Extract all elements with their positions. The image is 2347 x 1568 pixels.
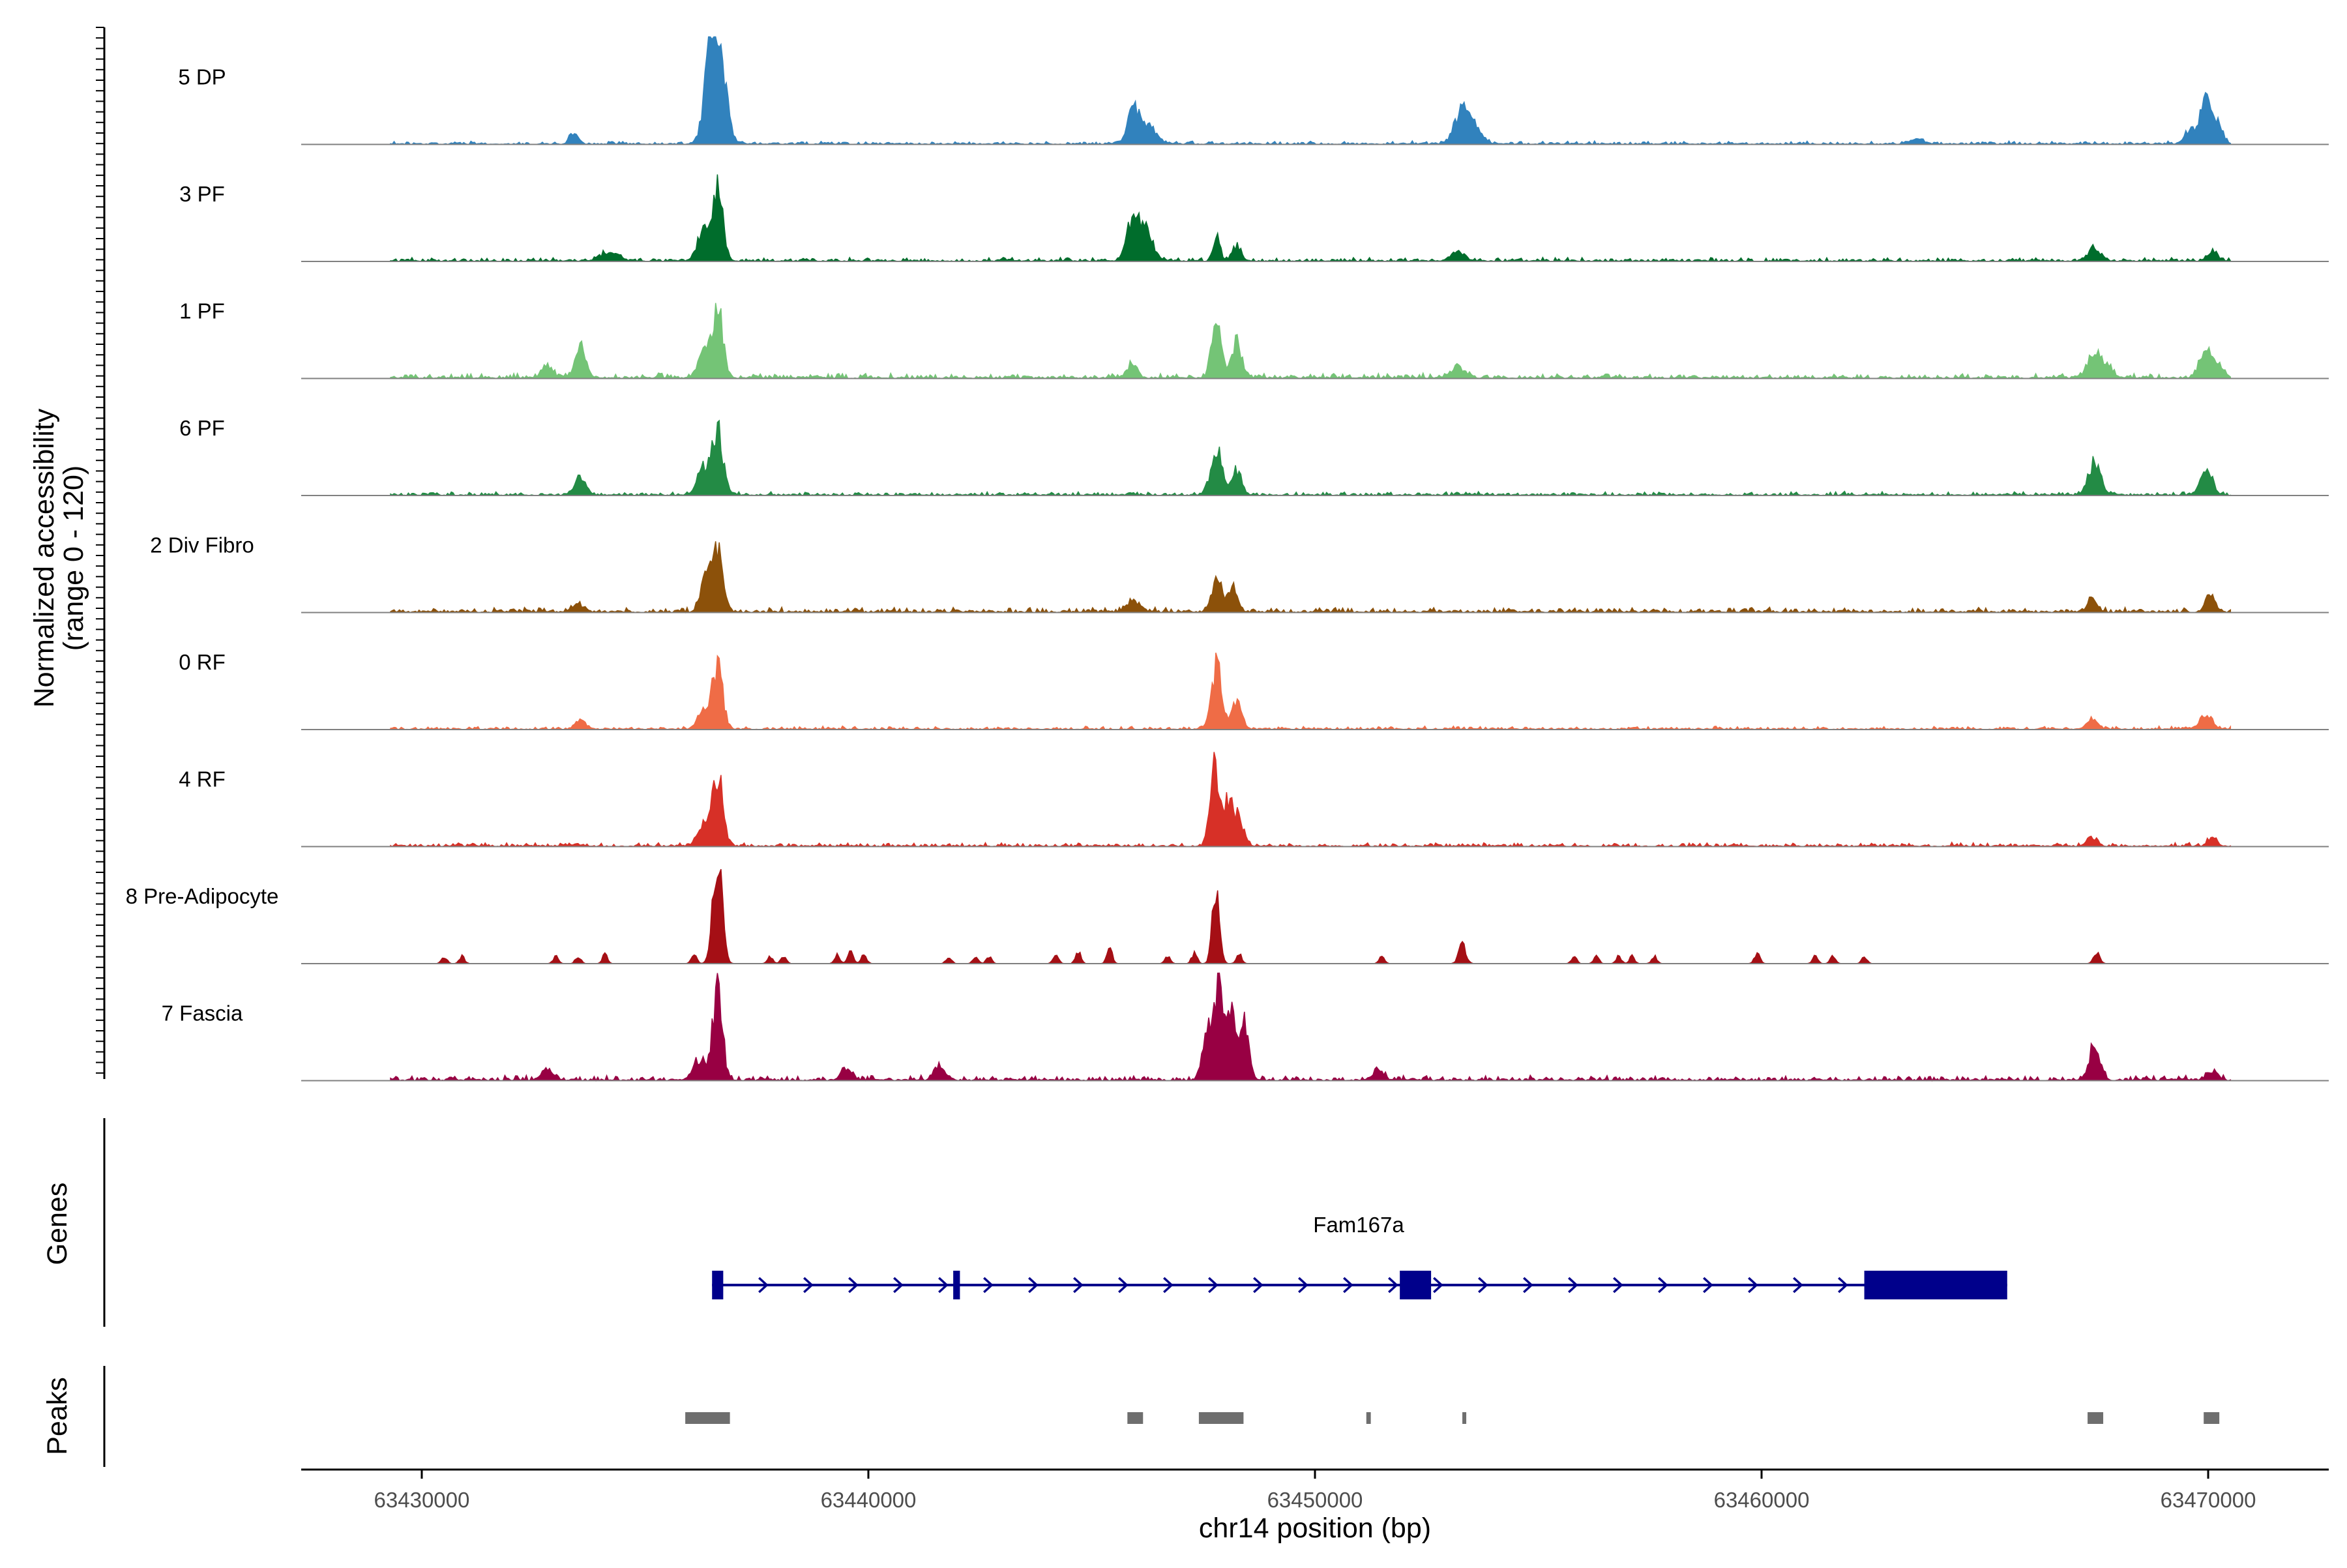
- y-axis-label: Normalized accessibility: [29, 408, 60, 707]
- track: 2 Div Fibro: [150, 533, 2329, 614]
- track-label: 2 Div Fibro: [150, 533, 254, 557]
- track-label: 6 PF: [179, 416, 225, 440]
- x-tick-label: 63450000: [1267, 1488, 1363, 1512]
- strand-arrow: [1163, 1277, 1174, 1294]
- x-tick-label: 63470000: [2161, 1488, 2256, 1512]
- coverage-area: [390, 303, 2232, 380]
- track-label: 0 RF: [179, 650, 226, 674]
- gene-name: Fam167a: [1313, 1213, 1404, 1237]
- coverage-area: [390, 541, 2232, 614]
- coverage-area: [390, 652, 2232, 731]
- strand-arrow: [1703, 1277, 1713, 1294]
- coverage-area: [390, 419, 2232, 497]
- x-axis: 63430000 63440000 63450000 63460000 63470000: [301, 1468, 2329, 1512]
- strand-arrow: [1298, 1277, 1308, 1294]
- genes-track: Genes Fam167a: [42, 1118, 2007, 1327]
- peak-region: [1127, 1412, 1144, 1424]
- track: 5 DP: [178, 36, 2329, 145]
- track: 4 RF: [179, 752, 2329, 848]
- x-tick-label: 63430000: [374, 1488, 470, 1512]
- strand-arrow: [893, 1277, 904, 1294]
- strand-arrow: [1838, 1277, 1848, 1294]
- strand-arrow: [758, 1277, 769, 1294]
- track: 0 RF: [179, 650, 2329, 731]
- x-axis-label: chr14 position (bp): [1199, 1513, 1431, 1544]
- coverage-area: [390, 36, 2232, 145]
- coverage-area: [390, 752, 2232, 848]
- strand-arrow: [848, 1277, 859, 1294]
- x-tick-label: 63460000: [1714, 1488, 1810, 1512]
- y-axis: [96, 27, 106, 1079]
- track: 1 PF: [179, 299, 2329, 380]
- strand-arrow: [1478, 1277, 1488, 1294]
- track: 7 Fascia: [162, 972, 2329, 1082]
- strand-arrow: [1253, 1277, 1263, 1294]
- peak-region: [2204, 1412, 2220, 1424]
- accessibility-tracks: 5 DP 3 PF 1 PF 6 PF 2 Div Fibro 0 RF 4 RF 8 Pre…: [126, 36, 2329, 1082]
- track-label: 4 RF: [179, 767, 226, 791]
- strand-arrow: [803, 1277, 814, 1294]
- gene-exon: [1864, 1271, 2007, 1299]
- gene-exon: [712, 1271, 724, 1299]
- peaks-track: Peaks: [42, 1366, 2220, 1467]
- strand-arrow: [1658, 1277, 1668, 1294]
- strand-arrow: [983, 1277, 994, 1294]
- track-label: 1 PF: [179, 299, 225, 323]
- strand-arrow: [1388, 1277, 1398, 1294]
- peak-region: [2088, 1412, 2104, 1424]
- peak-region: [685, 1412, 730, 1424]
- strand-arrow: [1208, 1277, 1218, 1294]
- strand-arrow: [1748, 1277, 1758, 1294]
- strand-arrow: [1343, 1277, 1353, 1294]
- track: 3 PF: [179, 174, 2329, 263]
- genes-label: Genes: [42, 1183, 73, 1265]
- gene-exon: [1400, 1271, 1432, 1299]
- peaks-label: Peaks: [42, 1377, 73, 1455]
- strand-arrow: [1523, 1277, 1533, 1294]
- peak-region: [1198, 1412, 1244, 1424]
- y-axis-label-range: (range 0 - 120): [58, 466, 89, 651]
- strand-arrow: [1793, 1277, 1803, 1294]
- track-label: 3 PF: [179, 182, 225, 206]
- strand-arrow: [1028, 1277, 1039, 1294]
- peak-region: [1366, 1412, 1371, 1424]
- track-label: 8 Pre-Adipocyte: [126, 884, 279, 908]
- strand-arrow: [938, 1277, 949, 1294]
- track-label: 7 Fascia: [162, 1001, 243, 1026]
- strand-arrow: [1073, 1277, 1084, 1294]
- x-tick-label: 63440000: [821, 1488, 917, 1512]
- strand-arrow: [1433, 1277, 1443, 1294]
- coverage-area: [391, 868, 2231, 964]
- strand-arrow: [1118, 1277, 1129, 1294]
- coverage-area: [390, 972, 2232, 1082]
- peak-region: [1462, 1412, 1467, 1424]
- coverage-area: [390, 174, 2232, 263]
- strand-arrow: [1613, 1277, 1623, 1294]
- strand-arrow: [1568, 1277, 1578, 1294]
- track-label: 5 DP: [178, 65, 226, 89]
- gene-exon: [953, 1271, 960, 1299]
- track: 8 Pre-Adipocyte: [126, 868, 2329, 964]
- track: 6 PF: [179, 416, 2329, 497]
